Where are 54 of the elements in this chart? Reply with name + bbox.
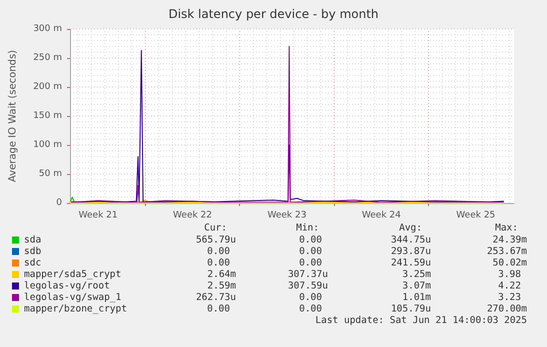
y-tick-label: 100 m [33, 140, 62, 150]
y-tick-label: 0 [56, 198, 62, 208]
text: 307.37u [288, 269, 328, 280]
text: 0.00 [207, 246, 230, 257]
text: 1.01m [402, 292, 432, 303]
text: 241.59u [390, 258, 431, 268]
text: Min: [296, 222, 319, 234]
legend-label: legolas-vg/root [24, 280, 110, 292]
x-tick-label: Week 23 [267, 210, 306, 220]
text: 24.39m [492, 234, 528, 246]
legend-label: mapper/bzone_crypt [24, 304, 127, 314]
y-tick-label: 300 m [33, 24, 62, 34]
text: 3.07m [402, 280, 432, 292]
text: Last update: Sat Jun 21 14:00:03 2025 [315, 315, 527, 326]
x-tick-label: Week 25 [456, 210, 496, 220]
text: 105.79u [390, 304, 431, 314]
text: 0.00 [299, 304, 322, 314]
text: 270.00m [486, 304, 528, 314]
x-tick-label: Week 21 [78, 210, 118, 220]
chart-title: Disk latency per device - by month [168, 7, 379, 21]
text: 2.64m [207, 269, 236, 280]
text: 0.00 [299, 234, 322, 246]
legend-label: sda [24, 234, 42, 246]
text: 0.00 [207, 304, 230, 314]
text: 0.00 [207, 258, 230, 268]
x-tick-label: Week 22 [173, 210, 212, 220]
text: 0.00 [299, 246, 322, 257]
text: 307.59u [288, 280, 328, 292]
text: 0.00 [299, 258, 322, 268]
legend-label: legolas-vg/swap_1 [24, 292, 122, 303]
y-tick-label: 150 m [33, 111, 62, 121]
legend-label: mapper/sda5_crypt [24, 269, 122, 280]
text: 3.23 [498, 292, 521, 303]
text: 344.75u [390, 234, 431, 246]
text: 293.87u [390, 246, 431, 257]
text: Avg: [399, 222, 422, 234]
text: 0.00 [299, 292, 322, 303]
text: 2.59m [207, 280, 236, 292]
text: 565.79u [196, 234, 236, 246]
text: 3.25m [402, 269, 432, 280]
y-tick-label: 50 m [38, 169, 62, 179]
text: Cur: [204, 222, 227, 234]
text: 3.98 [498, 269, 522, 280]
y-tick-label: 200 m [33, 82, 62, 92]
text: 50.02m [492, 258, 528, 268]
text: 253.67m [486, 246, 528, 257]
y-axis-title: Average IO Wait (seconds) [8, 50, 18, 182]
text: 262.73u [196, 292, 236, 303]
y-tick-label: 250 m [33, 53, 62, 63]
x-tick-label: Week 24 [362, 210, 402, 220]
text: Max: [495, 222, 518, 234]
legend-label: sdc [24, 258, 42, 268]
legend-label: sdb [24, 246, 42, 257]
text: 4.22 [498, 280, 521, 292]
